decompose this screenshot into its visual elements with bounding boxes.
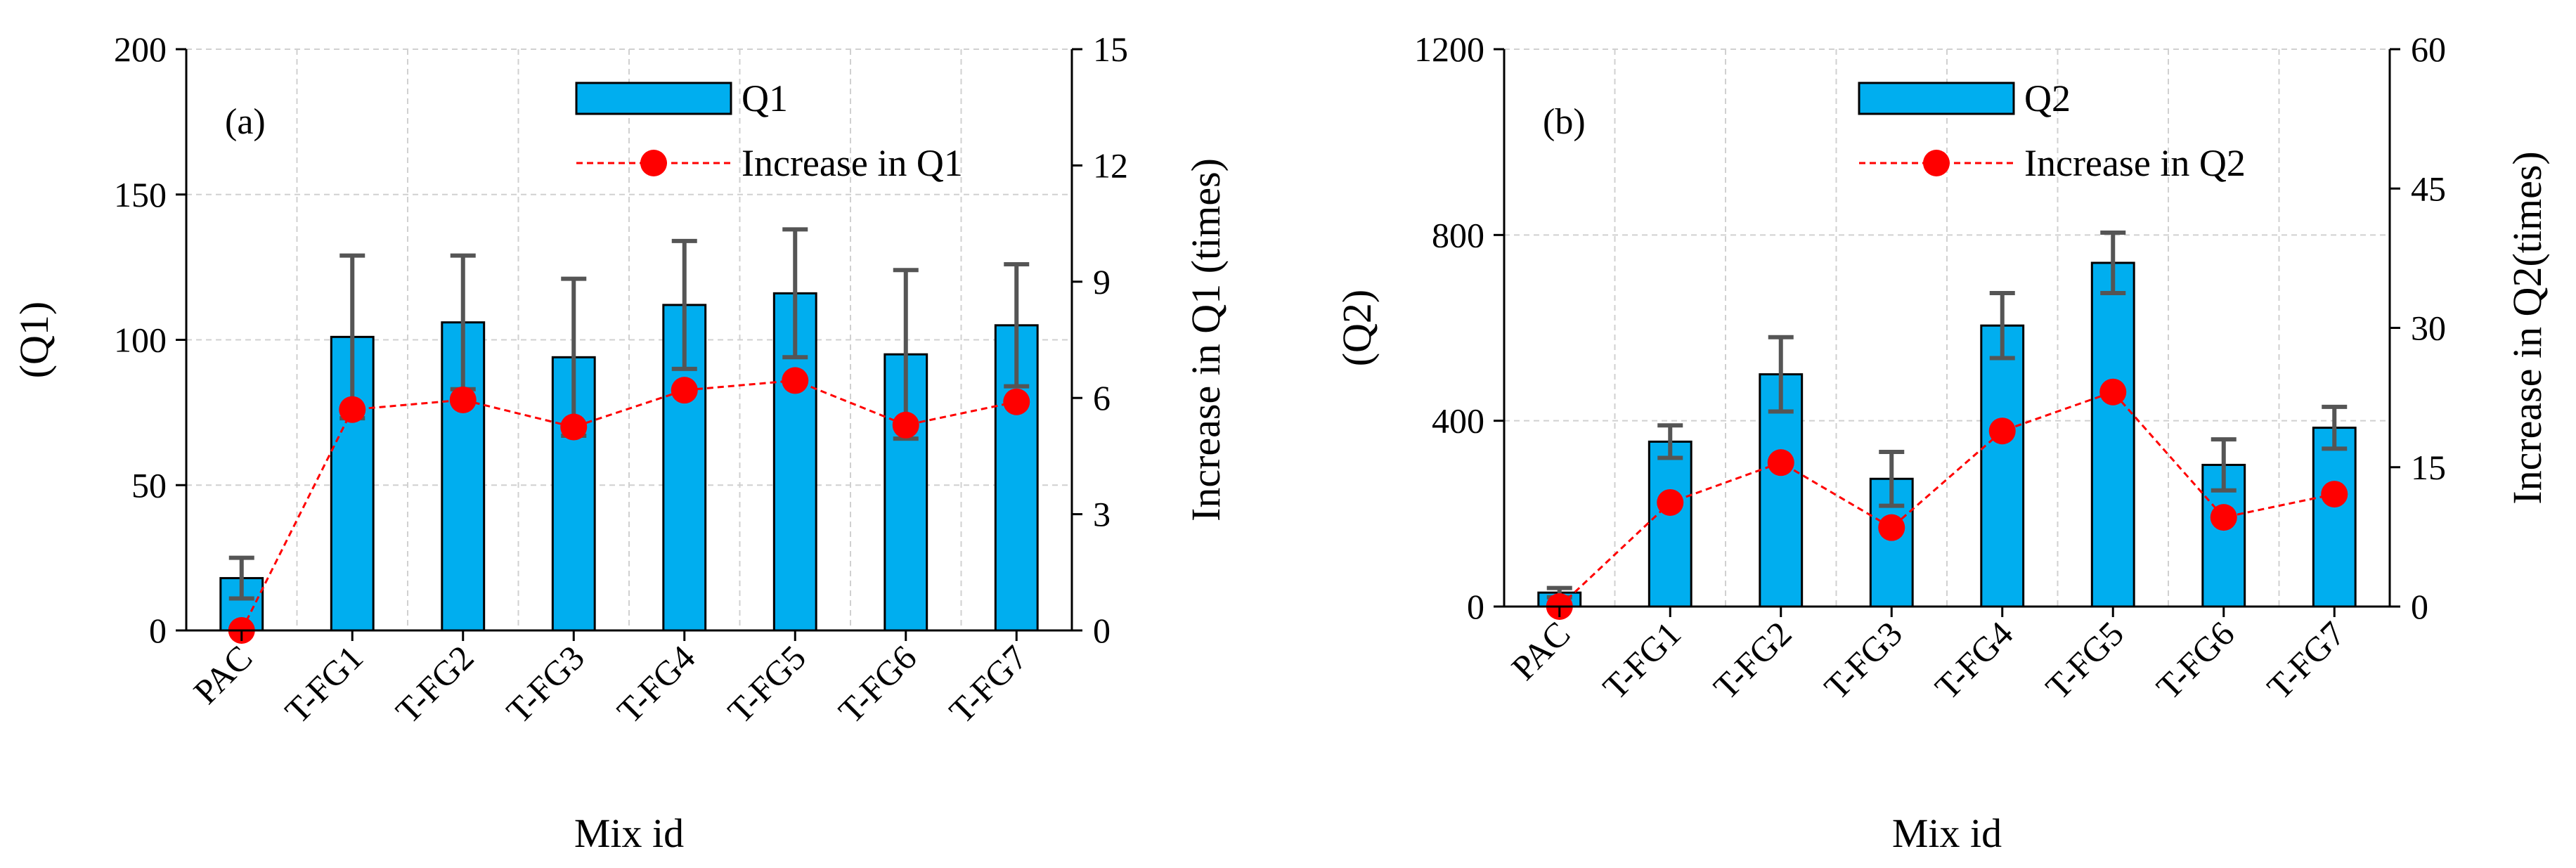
increase-point-T-FG5 xyxy=(782,367,809,394)
increase-point-T-FG7 xyxy=(1003,388,1030,415)
x-tick-label: T-FG2 xyxy=(388,637,481,731)
y-tick-label: 200 xyxy=(114,30,167,69)
y2-tick-label: 0 xyxy=(1093,611,1111,650)
y2-tick-label: 60 xyxy=(2411,30,2446,69)
legend-label-bars: Q1 xyxy=(742,77,788,119)
y2-tick-label: 6 xyxy=(1093,378,1111,417)
bar-T-FG7 xyxy=(2312,427,2357,608)
increase-point-T-FG2 xyxy=(1767,449,1794,477)
x-tick-label: T-FG5 xyxy=(720,637,813,731)
x-axis-title: Mix id xyxy=(1892,810,2002,856)
x-tick-label: T-FG6 xyxy=(831,637,924,731)
bar-T-FG5 xyxy=(2090,261,2135,608)
panel-label: (b) xyxy=(1543,102,1586,142)
increase-point-T-FG4 xyxy=(671,377,698,404)
y-tick-label: 1200 xyxy=(1414,30,1484,69)
y-tick-label: 0 xyxy=(149,611,167,650)
x-tick-label: T-FG1 xyxy=(277,637,370,731)
increase-point-T-FG1 xyxy=(1657,488,1684,516)
legend-marker xyxy=(1923,150,1950,176)
increase-point-T-FG6 xyxy=(892,411,919,439)
x-tick-label: T-FG7 xyxy=(941,637,1035,731)
y-tick-label: 150 xyxy=(114,175,167,214)
y-tick-label: 0 xyxy=(1467,587,1484,626)
legend-marker xyxy=(640,150,667,176)
x-tick-label: T-FG5 xyxy=(2038,614,2131,707)
y2-tick-label: 45 xyxy=(2411,169,2446,208)
legend-label-line: Increase in Q1 xyxy=(742,142,963,184)
y2-tick-label: 3 xyxy=(1093,495,1111,534)
y2-tick-label: 0 xyxy=(2411,587,2428,626)
bar-T-FG3 xyxy=(1869,477,1914,608)
y-tick-label: 100 xyxy=(114,320,167,360)
increase-point-T-FG5 xyxy=(2099,378,2127,406)
increase-point-T-FG3 xyxy=(1878,514,1905,541)
bar-T-FG1 xyxy=(330,335,375,632)
y2-tick-label: 15 xyxy=(2411,448,2446,487)
y2-tick-label: 12 xyxy=(1093,145,1128,185)
legend: Q1 Increase in Q1 xyxy=(575,77,963,184)
increase-line xyxy=(1558,390,2335,608)
panel-label: (a) xyxy=(225,102,266,142)
increase-point-T-FG3 xyxy=(560,413,588,441)
y-tick-label: 50 xyxy=(131,465,167,505)
y-tick-label: 400 xyxy=(1432,401,1484,441)
y2-axis-title: Increase in Q2(times) xyxy=(2504,151,2550,504)
legend: Q2 Increase in Q2 xyxy=(1858,77,2246,184)
x-tick-label: T-FG4 xyxy=(609,637,703,731)
increase-point-T-FG4 xyxy=(1988,417,2016,445)
legend-label-line: Increase in Q2 xyxy=(2024,142,2246,184)
legend-bar-swatch xyxy=(575,82,732,115)
bar-T-FG4 xyxy=(1980,324,2025,608)
legend-label-bars: Q2 xyxy=(2024,77,2071,119)
legend-bar-swatch xyxy=(1858,82,2015,115)
y-axis-title: (Q2) xyxy=(1334,290,1380,367)
x-tick-label: T-FG3 xyxy=(498,637,592,731)
x-tick-label: PAC xyxy=(186,637,259,711)
increase-line xyxy=(240,379,1017,631)
x-tick-label: T-FG6 xyxy=(2149,614,2242,707)
x-axis-title: Mix id xyxy=(574,810,684,856)
x-tick-label: T-FG4 xyxy=(1927,614,2021,707)
y2-tick-label: 15 xyxy=(1093,30,1128,69)
increase-point-T-FG2 xyxy=(449,386,477,413)
x-tick-label: PAC xyxy=(1503,614,1577,687)
x-tick-label: T-FG2 xyxy=(1706,614,1799,707)
y-tick-label: 800 xyxy=(1432,215,1484,254)
x-tick-label: T-FG3 xyxy=(1816,614,1910,707)
increase-point-T-FG7 xyxy=(2321,481,2348,508)
increase-point-T-FG1 xyxy=(339,396,366,423)
y2-tick-label: 9 xyxy=(1093,262,1111,302)
y2-axis-title: Increase in Q1 (times) xyxy=(1183,158,1229,522)
x-tick-label: T-FG7 xyxy=(2259,614,2352,707)
bar-T-FG1 xyxy=(1648,440,1692,608)
increase-point-T-FG6 xyxy=(2210,504,2237,531)
y2-tick-label: 30 xyxy=(2411,309,2446,348)
y-axis-title: (Q1) xyxy=(11,302,57,379)
x-tick-label: T-FG1 xyxy=(1595,614,1688,707)
